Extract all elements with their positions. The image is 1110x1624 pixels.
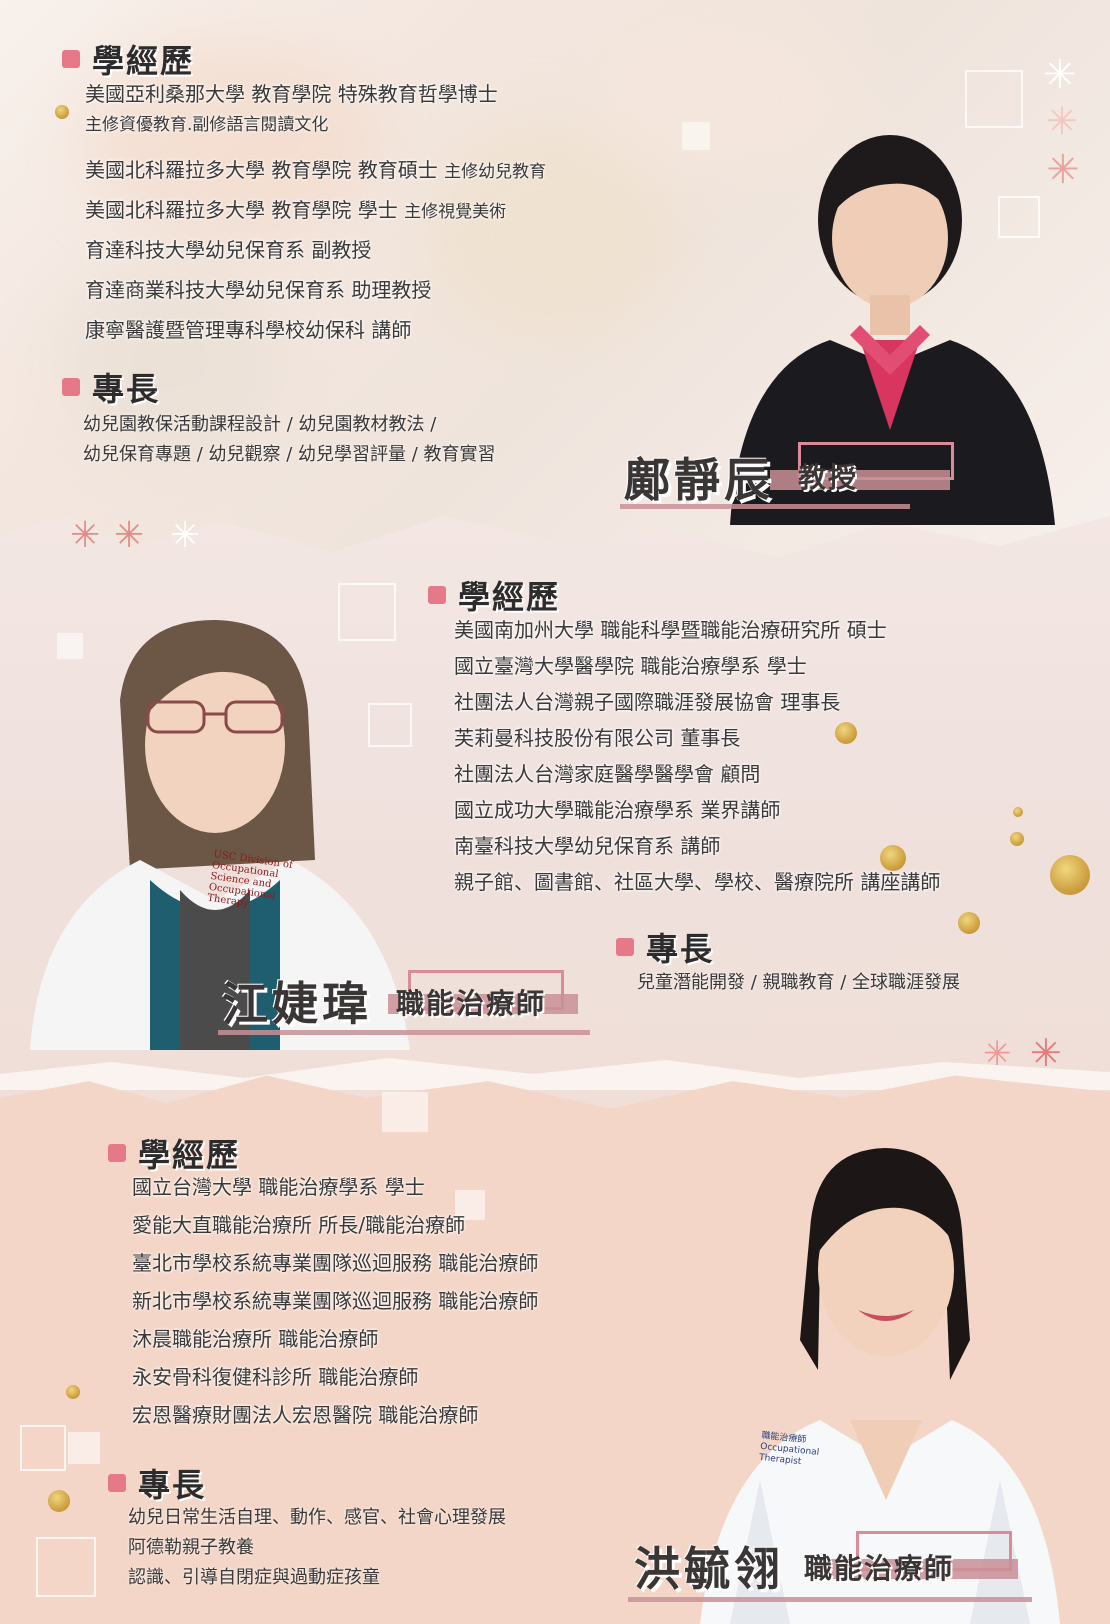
p2-name: 江婕瑋	[222, 977, 372, 1031]
gold-dot	[835, 722, 857, 744]
list-item: 社團法人台灣家庭醫學醫學會 顧問	[454, 762, 761, 786]
nameplate-bar	[388, 994, 578, 1014]
p3-name: 洪毓翎	[634, 1542, 784, 1596]
nameplate-underline	[628, 1597, 1032, 1602]
nameplate-bar	[770, 470, 950, 490]
list-item: 育達科技大學幼兒保育系 副教授	[85, 238, 372, 262]
deco-square	[368, 703, 412, 747]
sparkle-icon: ✳	[1043, 52, 1077, 98]
expertise-line: 幼兒園教保活動課程設計 / 幼兒園教材教法 /	[83, 414, 437, 435]
p1-education-heading: 學經歷	[62, 36, 194, 82]
gold-dot	[1010, 832, 1024, 846]
deco-square	[382, 1092, 428, 1132]
list-item: 國立成功大學職能治療學系 業界講師	[454, 798, 781, 822]
p3-title: 職能治療師	[804, 1552, 955, 1585]
list-item: 芙莉曼科技股份有限公司 董事長	[454, 726, 741, 750]
portrait-person2-illustration	[30, 620, 410, 1050]
list-item: 宏恩醫療財團法人宏恩醫院 職能治療師	[132, 1403, 479, 1427]
sparkle-icon: ✳	[114, 515, 145, 556]
nameplate-underline	[620, 504, 910, 509]
list-item: 新北市學校系統專業團隊巡迴服務 職能治療師	[132, 1289, 539, 1313]
bullet-square-icon	[108, 1144, 126, 1162]
list-item: 康寧醫護暨管理專科學校幼保科 講師	[85, 318, 412, 342]
gold-dot	[55, 105, 69, 119]
list-item: 親子館、圖書館、社區大學、學校、醫療院所 講座講師	[454, 870, 941, 894]
list-item: 社團法人台灣親子國際職涯發展協會 理事長	[454, 690, 841, 714]
expertise-line: 阿德勒親子教養	[128, 1537, 254, 1558]
list-item: 沐晨職能治療所 職能治療師	[132, 1327, 379, 1351]
sparkle-icon: ✳	[170, 515, 201, 556]
p2-title: 職能治療師	[396, 987, 547, 1020]
p1-name: 鄺靜辰	[624, 453, 774, 507]
expertise-line: 認識、引導自閉症與過動症孩童	[128, 1567, 380, 1588]
gold-dot	[958, 912, 980, 934]
list-item: 臺北市學校系統專業團隊巡迴服務 職能治療師	[132, 1251, 539, 1275]
deco-square	[682, 122, 710, 150]
p3-nameplate: 洪毓翎 職能治療師	[628, 1525, 1048, 1615]
p2-education-list: 美國南加州大學 職能科學暨職能治療研究所 碩士 國立臺灣大學醫學院 職能治療學系…	[454, 612, 940, 900]
sparkle-icon: ✳	[983, 1034, 1012, 1074]
p1-nameplate: 鄺靜辰 教授	[620, 438, 960, 518]
gold-dot	[1050, 855, 1090, 895]
list-item: 國立臺灣大學醫學院 職能治療學系 學士	[454, 654, 807, 678]
bullet-square-icon	[428, 586, 446, 604]
gold-dot	[1013, 807, 1023, 817]
sparkle-icon: ✳	[1046, 99, 1078, 143]
sparkle-icon: ✳	[1046, 147, 1080, 193]
list-item: 愛能大直職能治療所 所長/職能治療師	[132, 1213, 466, 1237]
expertise-line: 幼兒日常生活自理、動作、感官、社會心理發展	[128, 1507, 506, 1528]
p3-expertise: 幼兒日常生活自理、動作、感官、社會心理發展 阿德勒親子教養 認識、引導自閉症與過…	[128, 1503, 506, 1593]
p1-title: 教授	[798, 461, 859, 494]
deco-square	[338, 583, 396, 641]
deco-square	[36, 1537, 96, 1597]
sparkle-icon: ✳	[70, 515, 101, 556]
p1-expertise: 幼兒園教保活動課程設計 / 幼兒園教材教法 / 幼兒保育專題 / 幼兒觀察 / …	[83, 410, 496, 470]
expertise-line: 幼兒保育專題 / 幼兒觀察 / 幼兒學習評量 / 教育實習	[83, 444, 496, 465]
nameplate-underline	[218, 1030, 590, 1035]
p2-education-heading: 學經歷	[428, 572, 560, 618]
bullet-square-icon	[616, 938, 634, 956]
p2-nameplate: 江婕瑋 職能治療師	[218, 950, 598, 1040]
p3-expertise-heading: 專長	[108, 1460, 206, 1506]
deco-square	[57, 633, 83, 659]
gold-dot	[880, 845, 906, 871]
p3-education-list: 國立台灣大學 職能治療學系 學士 愛能大直職能治療所 所長/職能治療師 臺北市學…	[132, 1168, 538, 1434]
portrait-person2: USC Division of Occupational Science and…	[30, 610, 410, 1050]
deco-square	[455, 1190, 485, 1220]
list-item: 國立台灣大學 職能治療學系 學士	[132, 1175, 425, 1199]
sparkle-icon: ✳	[1030, 1031, 1062, 1075]
gold-dot	[48, 1490, 70, 1512]
p2-expertise: 兒童潛能開發 / 親職教育 / 全球職涯發展	[637, 968, 960, 998]
list-item: 主修資優教育.副修語言閱讀文化	[85, 115, 329, 135]
p3-education-heading: 學經歷	[108, 1130, 240, 1176]
list-item: 美國亞利桑那大學 教育學院 特殊教育哲學博士	[85, 82, 498, 106]
bullet-square-icon	[108, 1474, 126, 1492]
bullet-square-icon	[62, 50, 80, 68]
list-item: 美國南加州大學 職能科學暨職能治療研究所 碩士	[454, 618, 887, 642]
deco-square	[965, 70, 1023, 128]
list-item: 南臺科技大學幼兒保育系 講師	[454, 834, 721, 858]
bullet-square-icon	[62, 378, 80, 396]
p1-expertise-heading: 專長	[62, 364, 160, 410]
list-item: 美國北科羅拉多大學 教育學院 教育碩士 主修幼兒教育	[85, 158, 547, 182]
deco-square	[998, 196, 1040, 238]
deco-square	[68, 1432, 100, 1464]
p2-expertise-heading: 專長	[616, 924, 714, 970]
expertise-line: 兒童潛能開發 / 親職教育 / 全球職涯發展	[637, 972, 961, 993]
nameplate-bar	[828, 1559, 1018, 1579]
gold-dot	[66, 1385, 80, 1399]
list-item: 美國北科羅拉多大學 教育學院 學士 主修視覺美術	[85, 198, 507, 222]
p1-education-list: 美國亞利桑那大學 教育學院 特殊教育哲學博士 主修資優教育.副修語言閱讀文化 美…	[85, 78, 546, 350]
list-item: 育達商業科技大學幼兒保育系 助理教授	[85, 278, 432, 302]
list-item: 永安骨科復健科診所 職能治療師	[132, 1365, 419, 1389]
deco-square	[20, 1425, 66, 1471]
